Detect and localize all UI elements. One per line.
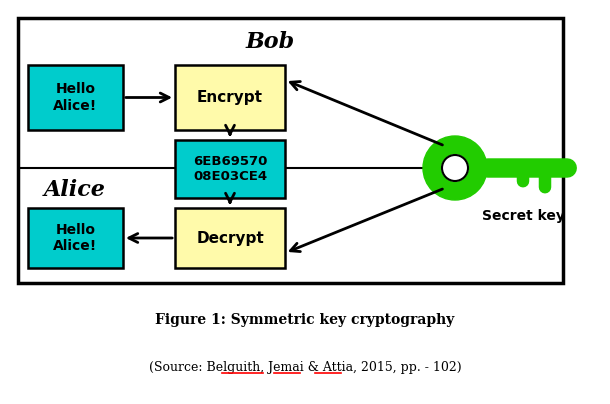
Text: Encrypt: Encrypt (197, 90, 263, 105)
FancyBboxPatch shape (175, 65, 285, 130)
Text: Hello
Alice!: Hello Alice! (54, 223, 98, 253)
Text: Decrypt: Decrypt (196, 231, 264, 246)
FancyBboxPatch shape (28, 208, 123, 268)
Text: Secret key: Secret key (481, 209, 564, 223)
Circle shape (423, 136, 487, 200)
Text: Hello
Alice!: Hello Alice! (54, 82, 98, 113)
Text: 6EB69570
08E03CE4: 6EB69570 08E03CE4 (193, 155, 267, 183)
FancyBboxPatch shape (175, 208, 285, 268)
Text: Bob: Bob (245, 31, 295, 53)
Circle shape (442, 155, 468, 181)
Text: Figure 1: Symmetric key cryptography: Figure 1: Symmetric key cryptography (156, 313, 454, 327)
FancyBboxPatch shape (175, 140, 285, 198)
Text: (Source: Belguith, Jemai & Attia, 2015, pp. - 102): (Source: Belguith, Jemai & Attia, 2015, … (149, 362, 461, 375)
FancyBboxPatch shape (28, 65, 123, 130)
FancyBboxPatch shape (18, 18, 563, 283)
Text: Alice: Alice (44, 179, 106, 201)
